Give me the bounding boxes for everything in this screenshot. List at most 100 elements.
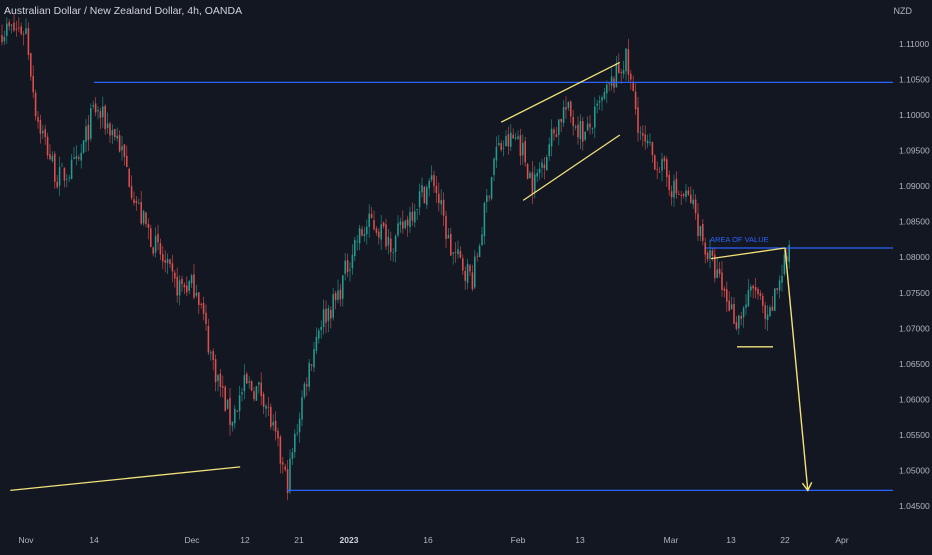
price-tick-label: 1.07500 — [899, 288, 930, 298]
candle-body — [15, 28, 18, 30]
trend-line[interactable] — [710, 247, 786, 260]
candle-body — [723, 288, 726, 291]
candle-body — [490, 177, 493, 199]
candle-body — [226, 399, 229, 409]
candle-body — [63, 167, 66, 181]
candle-body — [514, 137, 517, 139]
candle-body — [740, 316, 742, 319]
candle-body — [30, 53, 32, 77]
candle-body — [411, 211, 414, 221]
time-tick-label: 16 — [423, 535, 433, 545]
candle-body — [34, 92, 37, 117]
candle-body — [238, 395, 241, 412]
trend-line[interactable] — [522, 134, 621, 201]
candle-body — [634, 91, 637, 110]
candle-body — [512, 134, 514, 139]
candle-body — [702, 224, 704, 241]
candle-body — [188, 281, 190, 291]
candle-body — [87, 124, 90, 140]
candle-body — [327, 308, 330, 321]
candle-body — [483, 202, 486, 237]
candle-body — [471, 272, 474, 290]
projection-arrow-line[interactable] — [784, 247, 809, 491]
price-tick-label: 1.10500 — [899, 75, 930, 85]
time-axis[interactable]: Nov 14 Dec 12 21 2023 16 Feb 13 Mar 13 22 Apr — [18, 535, 848, 545]
candle-body — [25, 28, 27, 34]
candle-body — [750, 286, 752, 291]
horizontal-levels[interactable] — [94, 81, 893, 492]
candle-body — [586, 123, 589, 131]
candle-body — [433, 175, 435, 187]
candle-body — [121, 146, 123, 151]
candle-body — [207, 325, 210, 353]
candle-body — [445, 215, 447, 240]
price-tick-label: 1.07000 — [899, 323, 930, 333]
candles — [1, 13, 790, 501]
candle-body — [574, 126, 577, 128]
candle-body — [320, 326, 322, 331]
candle-body — [349, 269, 351, 271]
candle-body — [284, 466, 286, 470]
trend-line[interactable] — [10, 466, 241, 492]
candle-body — [692, 199, 694, 205]
candle-body — [6, 23, 8, 36]
candle-body — [270, 406, 272, 427]
trend-line[interactable] — [500, 61, 621, 123]
trend-lines[interactable] — [10, 61, 813, 492]
candle-body — [298, 418, 301, 433]
candle-body — [704, 242, 706, 255]
candle-body — [663, 157, 666, 162]
candle-body — [550, 128, 553, 147]
candle-body — [286, 469, 289, 494]
candle-body — [776, 288, 778, 290]
candle-body — [80, 152, 82, 161]
candle-body — [58, 167, 61, 186]
candle-body — [642, 133, 644, 136]
candle-body — [627, 49, 630, 75]
candle-body — [20, 26, 22, 34]
candle-body — [262, 393, 265, 407]
candle-body — [140, 201, 142, 224]
candle-body — [265, 405, 267, 409]
candle-body — [572, 116, 574, 127]
candle-body — [130, 186, 133, 198]
candle-body — [498, 142, 500, 145]
candle-body — [428, 180, 430, 189]
candle-body — [754, 287, 757, 291]
candle-body — [10, 24, 13, 26]
candle-body — [166, 258, 169, 264]
candle-body — [202, 302, 205, 314]
candle-body — [186, 285, 188, 293]
candle-body — [56, 181, 58, 188]
candle-body — [726, 289, 728, 302]
candle-body — [106, 123, 109, 129]
candle-body — [474, 256, 476, 288]
candle-body — [630, 73, 632, 80]
candle-body — [181, 278, 183, 285]
candle-body — [217, 375, 219, 381]
time-tick-label: 12 — [240, 535, 250, 545]
candle-body — [649, 141, 651, 143]
price-tick-label: 1.05000 — [899, 465, 930, 475]
candle-body — [135, 200, 138, 204]
candle-body — [762, 295, 764, 306]
time-tick-label: 13 — [726, 535, 736, 545]
price-tick-label: 1.04500 — [899, 501, 930, 511]
price-tick-label: 1.09000 — [899, 181, 930, 191]
candle-body — [354, 239, 356, 257]
time-tick-label: 13 — [575, 535, 585, 545]
candle-body — [613, 78, 615, 88]
candle-body — [27, 28, 30, 55]
candle-body — [260, 382, 262, 397]
candle-body — [658, 171, 661, 173]
candle-body — [315, 336, 318, 351]
candle-body — [742, 307, 745, 318]
candle-body — [109, 123, 111, 136]
price-axis[interactable]: 1.11000 1.10500 1.10000 1.09500 1.09000 1.085… — [899, 39, 930, 511]
candle-body — [457, 249, 459, 255]
candle-body — [541, 162, 543, 168]
candle-body — [442, 199, 445, 216]
candle-body — [322, 309, 325, 327]
